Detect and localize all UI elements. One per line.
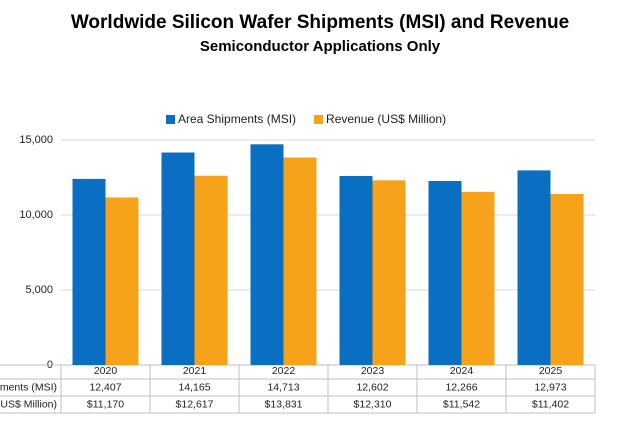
legend-swatch xyxy=(314,115,324,124)
table-cell: 12,602 xyxy=(356,381,388,393)
legend-swatch xyxy=(166,115,175,124)
chart-title: Worldwide Silicon Wafer Shipments (MSI) … xyxy=(71,12,569,33)
bar xyxy=(161,152,195,365)
bar xyxy=(105,197,139,365)
x-tick-label: 2023 xyxy=(361,365,385,377)
bar xyxy=(372,180,406,365)
table-cell: $12,310 xyxy=(354,398,392,410)
x-tick-label: 2025 xyxy=(539,365,563,377)
table-cell: $13,831 xyxy=(265,398,303,410)
bar xyxy=(250,144,284,365)
chart-subtitle: Semiconductor Applications Only xyxy=(200,38,441,55)
table-cell: 12,266 xyxy=(445,381,477,393)
table-cell: $12,617 xyxy=(176,398,214,410)
legend-label: Area Shipments (MSI) xyxy=(178,112,296,126)
table-cell: 12,973 xyxy=(534,381,566,393)
table-cell: $11,170 xyxy=(87,398,124,410)
y-tick-label: 15,000 xyxy=(19,134,53,146)
bar xyxy=(428,181,462,365)
table-cell: 14,713 xyxy=(267,381,299,393)
table-cell: $11,542 xyxy=(443,398,480,410)
x-tick-label: 2020 xyxy=(94,365,118,377)
bar xyxy=(339,175,373,365)
bar xyxy=(194,175,228,365)
table-row-label: Revenue (US$ Million) xyxy=(0,398,57,410)
bar xyxy=(517,170,551,365)
bar xyxy=(72,178,106,365)
x-tick-label: 2021 xyxy=(183,365,207,377)
legend-label: Revenue (US$ Million) xyxy=(326,112,446,126)
bar xyxy=(283,157,317,365)
table-cell: 12,407 xyxy=(89,381,121,393)
x-tick-label: 2024 xyxy=(450,365,474,377)
table-row-label: Area Shipments (MSI) xyxy=(0,381,57,393)
table-cell: $11,402 xyxy=(532,398,569,410)
bar xyxy=(550,193,584,365)
table-cell: 14,165 xyxy=(178,381,210,393)
bar xyxy=(461,191,495,365)
x-tick-label: 2022 xyxy=(272,365,296,377)
y-tick-label: 10,000 xyxy=(19,209,53,221)
y-tick-label: 5,000 xyxy=(25,284,53,296)
